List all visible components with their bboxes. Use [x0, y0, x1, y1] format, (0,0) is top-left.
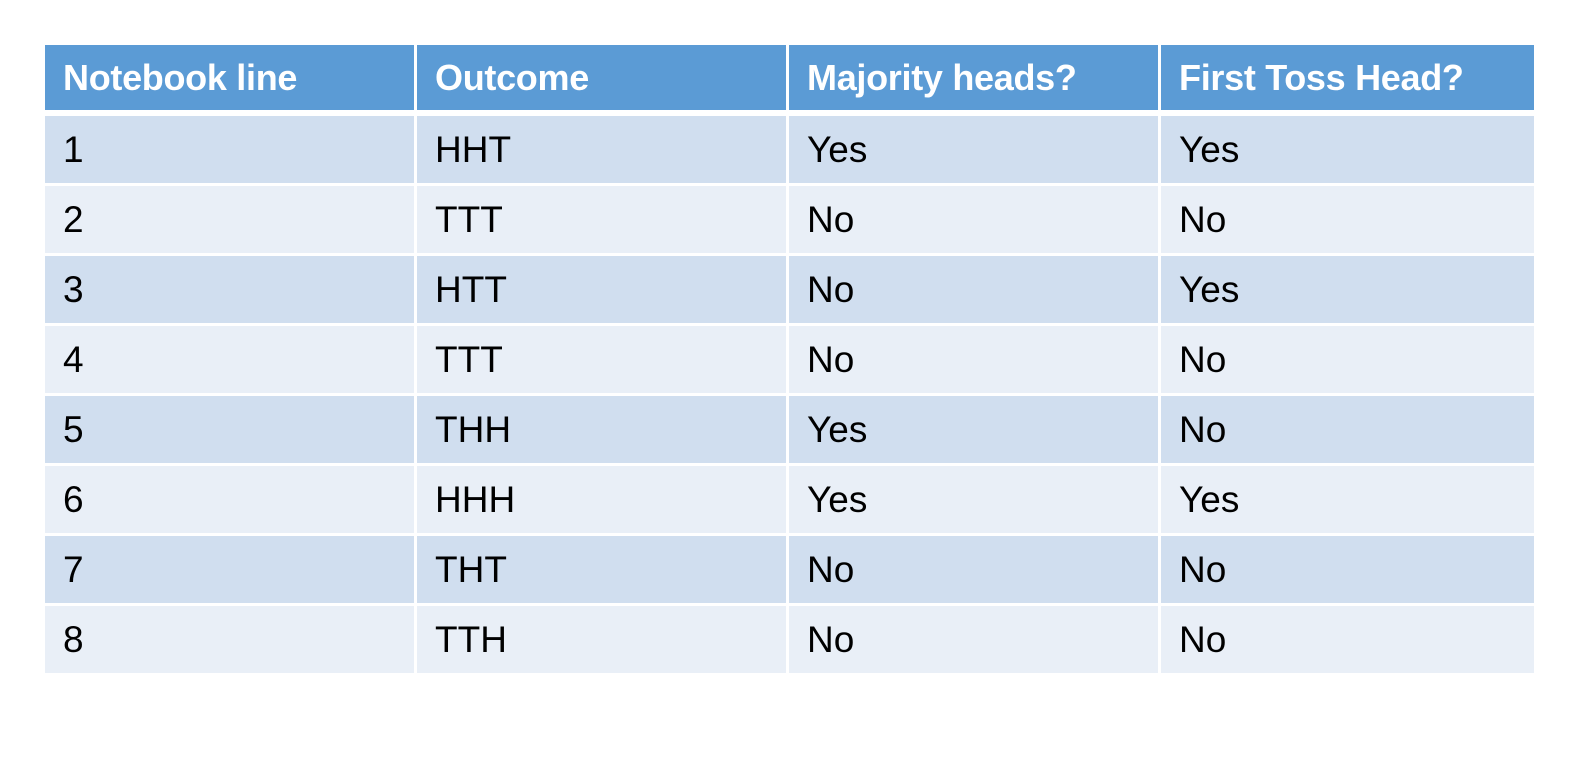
cell-first-toss-head: Yes — [1161, 256, 1534, 326]
cell-majority-heads: Yes — [789, 466, 1161, 536]
table-row: 6 HHH Yes Yes — [45, 466, 1534, 536]
cell-majority-heads: No — [789, 536, 1161, 606]
column-header-first-toss-head: First Toss Head? — [1161, 45, 1534, 116]
table-row: 4 TTT No No — [45, 326, 1534, 396]
cell-notebook-line: 7 — [45, 536, 417, 606]
cell-outcome: TTT — [417, 186, 789, 256]
cell-notebook-line: 5 — [45, 396, 417, 466]
cell-first-toss-head: No — [1161, 186, 1534, 256]
table-row: 3 HTT No Yes — [45, 256, 1534, 326]
cell-majority-heads: Yes — [789, 116, 1161, 186]
column-header-majority-heads: Majority heads? — [789, 45, 1161, 116]
cell-outcome: HTT — [417, 256, 789, 326]
cell-notebook-line: 8 — [45, 606, 417, 673]
cell-majority-heads: Yes — [789, 396, 1161, 466]
cell-outcome: THT — [417, 536, 789, 606]
cell-outcome: TTT — [417, 326, 789, 396]
table-header: Notebook line Outcome Majority heads? Fi… — [45, 45, 1534, 116]
cell-notebook-line: 6 — [45, 466, 417, 536]
cell-outcome: TTH — [417, 606, 789, 673]
cell-majority-heads: No — [789, 606, 1161, 673]
cell-notebook-line: 3 — [45, 256, 417, 326]
cell-first-toss-head: No — [1161, 396, 1534, 466]
cell-first-toss-head: No — [1161, 326, 1534, 396]
table-row: 1 HHT Yes Yes — [45, 116, 1534, 186]
cell-first-toss-head: Yes — [1161, 116, 1534, 186]
cell-majority-heads: No — [789, 186, 1161, 256]
cell-outcome: HHT — [417, 116, 789, 186]
cell-outcome: THH — [417, 396, 789, 466]
cell-majority-heads: No — [789, 326, 1161, 396]
cell-notebook-line: 4 — [45, 326, 417, 396]
column-header-notebook-line: Notebook line — [45, 45, 417, 116]
cell-majority-heads: No — [789, 256, 1161, 326]
table-row: 5 THH Yes No — [45, 396, 1534, 466]
cell-first-toss-head: No — [1161, 606, 1534, 673]
cell-notebook-line: 1 — [45, 116, 417, 186]
table-row: 7 THT No No — [45, 536, 1534, 606]
coin-toss-table: Notebook line Outcome Majority heads? Fi… — [45, 45, 1534, 673]
cell-outcome: HHH — [417, 466, 789, 536]
cell-first-toss-head: No — [1161, 536, 1534, 606]
table-row: 8 TTH No No — [45, 606, 1534, 673]
table-row: 2 TTT No No — [45, 186, 1534, 256]
cell-notebook-line: 2 — [45, 186, 417, 256]
header-row: Notebook line Outcome Majority heads? Fi… — [45, 45, 1534, 116]
cell-first-toss-head: Yes — [1161, 466, 1534, 536]
column-header-outcome: Outcome — [417, 45, 789, 116]
table-body: 1 HHT Yes Yes 2 TTT No No 3 HTT No Yes 4… — [45, 116, 1534, 673]
